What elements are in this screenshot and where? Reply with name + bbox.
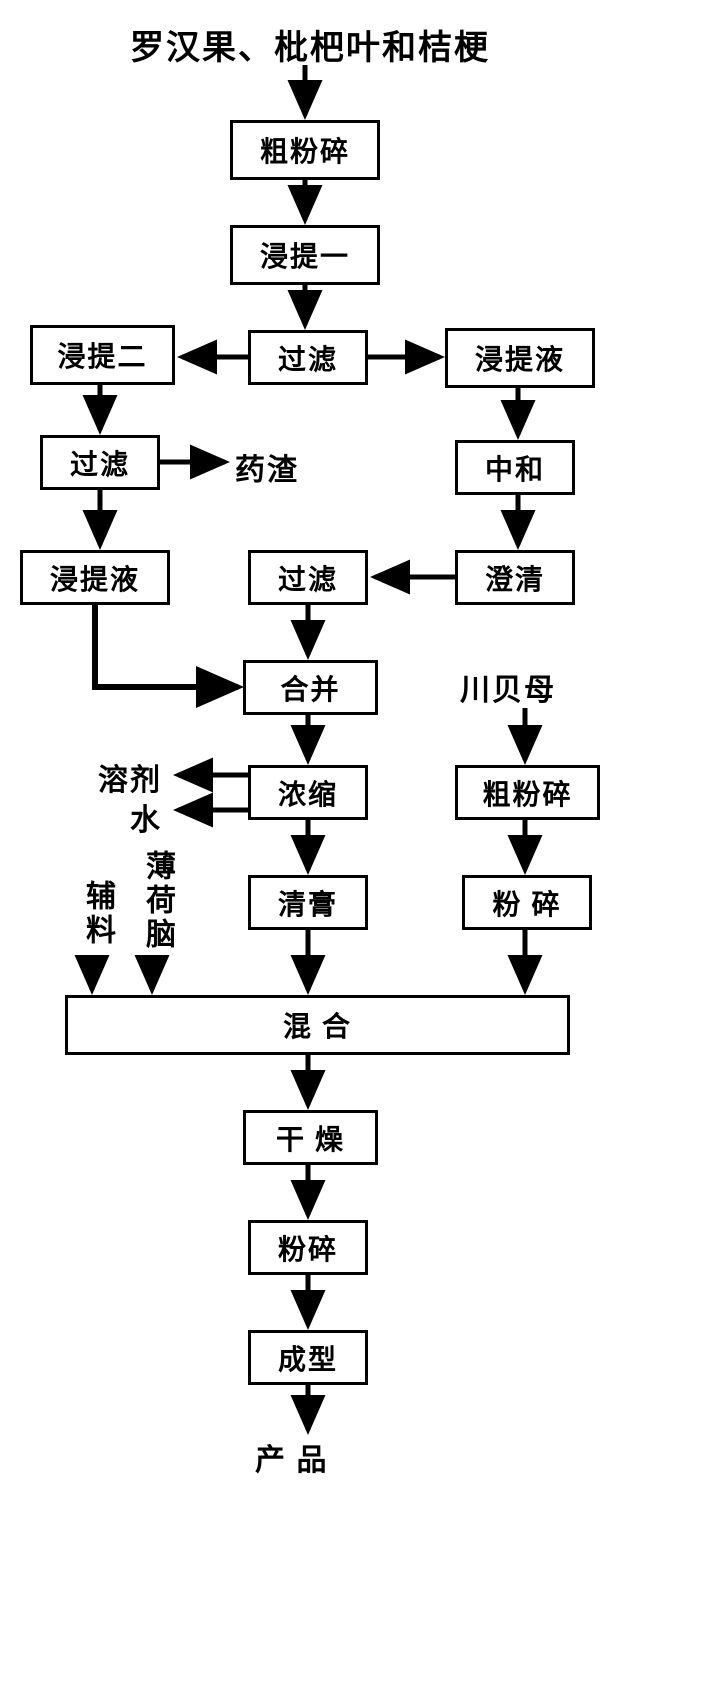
label-water: 水 xyxy=(130,795,162,839)
label-product: 产 品 xyxy=(255,1435,329,1479)
node-extract2: 浸提二 xyxy=(30,325,175,385)
node-extract-liquid1: 浸提液 xyxy=(445,328,595,388)
label-excipient: 辅料 xyxy=(75,880,119,948)
node-filter3: 过滤 xyxy=(248,550,368,605)
flowchart-diagram: 罗汉果、枇杷叶和桔梗 粗粉碎 浸提一 过滤 浸提二 过滤 浸提液 浸提液 中和 … xyxy=(0,20,720,1680)
title-label: 罗汉果、枇杷叶和桔梗 xyxy=(100,20,520,69)
node-grind2: 粉 碎 xyxy=(462,875,592,930)
node-filter2: 过滤 xyxy=(40,435,160,490)
node-grind3: 粉碎 xyxy=(248,1220,368,1275)
node-neutralize: 中和 xyxy=(455,440,575,495)
node-extract-liquid2: 浸提液 xyxy=(20,550,170,605)
node-filter1: 过滤 xyxy=(248,330,368,385)
label-dregs: 药渣 xyxy=(235,445,299,489)
node-form: 成型 xyxy=(248,1330,368,1385)
node-merge: 合并 xyxy=(243,660,378,715)
label-solvent: 溶剂 xyxy=(98,755,162,799)
node-clarify: 澄清 xyxy=(455,550,575,605)
node-concentrate: 浓缩 xyxy=(248,765,368,820)
node-crush1: 粗粉碎 xyxy=(230,120,380,180)
label-menthol: 薄荷脑 xyxy=(135,850,179,952)
node-mix: 混 合 xyxy=(65,995,570,1055)
label-chuanbeimu: 川贝母 xyxy=(460,665,556,709)
node-crush2: 粗粉碎 xyxy=(455,765,600,820)
node-paste: 清膏 xyxy=(248,875,368,930)
node-extract1: 浸提一 xyxy=(230,225,380,285)
node-dry: 干 燥 xyxy=(243,1110,378,1165)
